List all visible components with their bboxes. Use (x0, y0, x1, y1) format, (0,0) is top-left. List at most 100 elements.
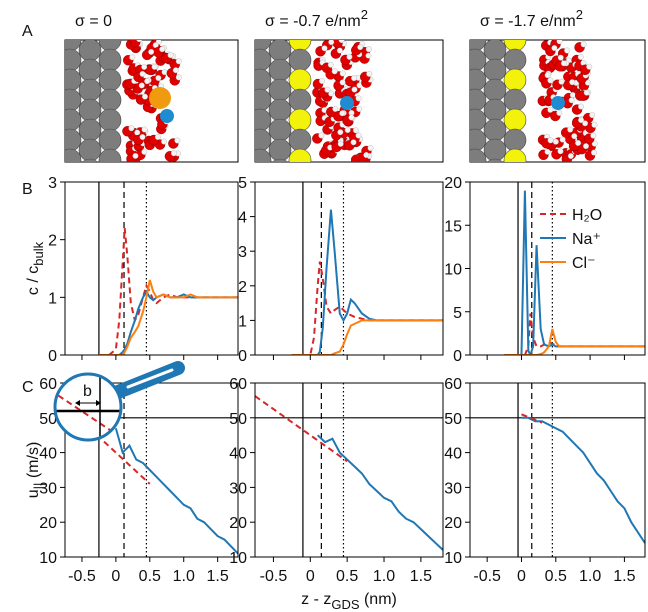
slip-label: b (83, 383, 92, 400)
atom (65, 108, 82, 132)
y-tick-label: 0 (48, 348, 57, 365)
water-h (547, 137, 554, 144)
ion-na (551, 96, 565, 110)
title-main: σ = -1.7 e/nm (480, 13, 576, 30)
atom (268, 138, 292, 162)
y-tick-label: 3 (238, 244, 247, 261)
water-h (552, 138, 559, 145)
water-h (568, 97, 575, 104)
water-h (339, 79, 346, 86)
water-h (339, 70, 346, 77)
water-h (141, 63, 148, 70)
water-h (591, 121, 598, 128)
water-h (346, 53, 353, 60)
atom (503, 108, 527, 132)
water-h (365, 52, 372, 59)
panel-label: B (22, 181, 33, 198)
water-h (575, 140, 582, 146)
snapshot (469, 39, 646, 163)
snapshot (254, 39, 444, 163)
snapshot-content (59, 40, 182, 191)
legend-label: Na⁺ (572, 231, 601, 248)
atom (470, 40, 487, 52)
water-h (556, 40, 563, 45)
atom (255, 128, 272, 152)
x-tick-label: 1.0 (173, 568, 195, 585)
atom (470, 128, 487, 152)
water-h (547, 106, 554, 113)
water-h (174, 137, 181, 144)
atom (99, 169, 121, 191)
water-h (591, 149, 597, 156)
y-tick-label: 3 (48, 175, 57, 192)
snapshot-title: σ = -1.7 e/nm2 (480, 7, 583, 30)
water-h (577, 54, 584, 60)
x-tick-label: 1.5 (613, 568, 635, 585)
x-tick-label: 0.5 (336, 568, 358, 585)
atom (98, 108, 122, 132)
atom (78, 118, 102, 142)
atom (288, 68, 312, 92)
y-tick-label: 60 (39, 376, 57, 393)
series-line (98, 279, 238, 355)
water-h (175, 74, 182, 81)
y-tick-label: 2 (48, 233, 57, 250)
x-tick-label: 1.0 (373, 568, 395, 585)
water-h (363, 152, 370, 158)
atom (65, 68, 82, 92)
series-line (98, 228, 238, 355)
atom (268, 58, 292, 82)
y-tick-label: 5 (453, 305, 462, 322)
y-tick-label: 40 (39, 446, 57, 463)
y-tick-label: 20 (39, 515, 57, 532)
water-h (332, 105, 339, 112)
atom (483, 78, 507, 102)
atom (487, 158, 503, 162)
x-tick-label: 0 (517, 568, 526, 585)
atom (272, 158, 288, 162)
atom (483, 98, 507, 122)
atom (65, 128, 82, 152)
water-h (591, 140, 598, 147)
water-h (569, 79, 576, 86)
water-h (558, 78, 565, 85)
water-h (551, 45, 558, 51)
atom (288, 148, 312, 162)
water-h (331, 68, 338, 75)
water-h (557, 54, 564, 61)
water-h (141, 148, 148, 155)
atom (255, 68, 272, 92)
atom (65, 40, 82, 52)
y-tick-label: 30 (229, 480, 247, 497)
atom (65, 48, 82, 72)
water-h (148, 48, 155, 55)
y-tick-label: 60 (229, 376, 247, 393)
water-h (170, 150, 177, 157)
atom (98, 88, 122, 112)
y-axis-label: u|| (m/s) (25, 442, 46, 499)
atom (483, 118, 507, 142)
series-line (255, 395, 348, 463)
water-h (578, 103, 584, 110)
water-h (318, 132, 325, 139)
water-h (344, 127, 351, 133)
water-h (348, 114, 355, 121)
atom (98, 40, 122, 52)
y-tick-label: 20 (444, 515, 462, 532)
x-tick-label: 0.5 (545, 568, 567, 585)
y-tick-label: 10 (444, 262, 462, 279)
label-tail: (m/s) (25, 442, 42, 483)
atom (59, 169, 81, 191)
atom (255, 40, 272, 52)
ion-cl (149, 87, 171, 109)
y-tick-label: 50 (229, 411, 247, 428)
series-line (504, 313, 645, 355)
water-h (557, 148, 564, 155)
water-h (337, 140, 344, 147)
atom (503, 40, 527, 52)
atom (288, 108, 312, 132)
label-tail: (nm) (360, 591, 397, 608)
atom (268, 78, 292, 102)
water-h (338, 40, 345, 43)
water-h (327, 61, 334, 68)
